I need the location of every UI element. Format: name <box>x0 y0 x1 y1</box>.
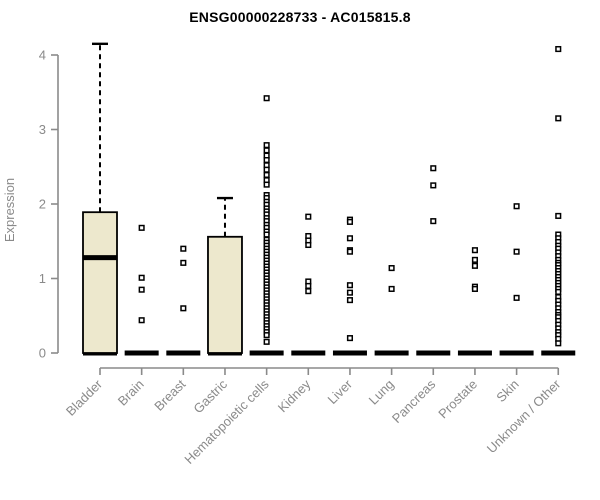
x-tick-label-unknown-other: Unknown / Other <box>484 376 564 456</box>
expression-point-hematopoietic-cells <box>263 338 270 345</box>
expression-point-unknown-other <box>555 115 562 122</box>
expression-point-breast <box>180 245 187 252</box>
expression-point-kidney <box>305 282 312 289</box>
zero-median-bar-skin <box>499 350 534 356</box>
x-tick-label-gastric: Gastric <box>190 376 230 416</box>
y-tick-label: 3 <box>39 122 46 137</box>
box-bladder <box>82 211 118 354</box>
expression-point-skin <box>513 294 520 301</box>
expression-point-prostate <box>471 256 478 263</box>
x-tick-label-brain: Brain <box>115 377 147 409</box>
expression-point-kidney <box>305 213 312 220</box>
expression-point-hematopoietic-cells <box>263 231 270 238</box>
box-gastric <box>207 235 243 354</box>
x-tick-label-liver: Liver <box>325 376 356 407</box>
expression-point-brain <box>138 224 145 231</box>
zero-median-bar-liver <box>332 350 367 356</box>
expression-point-unknown-other <box>555 288 562 295</box>
x-tick-label-skin: Skin <box>493 377 521 405</box>
expression-point-liver <box>346 335 354 342</box>
expression-point-kidney <box>305 241 312 249</box>
x-tick-label-kidney: Kidney <box>275 376 314 415</box>
expression-point-hematopoietic-cells <box>263 147 270 154</box>
expression-point-hematopoietic-cells <box>263 156 270 164</box>
expression-point-brain <box>138 286 145 293</box>
expression-point-liver <box>346 297 354 304</box>
zero-median-bar-lung <box>374 350 409 356</box>
expression-point-brain <box>138 317 145 324</box>
expression-point-hematopoietic-cells <box>263 181 270 188</box>
expression-point-lung <box>388 285 395 292</box>
zero-median-bar-prostate <box>457 350 492 356</box>
expression-point-pancreas <box>430 165 437 172</box>
expression-point-hematopoietic-cells <box>263 142 270 149</box>
zero-median-bar-hematopoietic-cells <box>249 350 284 356</box>
y-axis-title: Expression <box>2 178 17 242</box>
expression-point-liver <box>346 235 354 242</box>
expression-point-hematopoietic-cells <box>263 166 270 173</box>
zero-median-bar-kidney <box>291 350 326 356</box>
zero-median-bar-unknown-other <box>541 350 576 356</box>
expression-point-liver <box>346 248 354 255</box>
expression-point-prostate <box>471 262 478 269</box>
zero-median-bar-breast <box>166 350 201 356</box>
zero-median-bar-pancreas <box>416 350 451 356</box>
expression-point-breast <box>180 305 187 312</box>
x-tick-label-breast: Breast <box>151 376 188 413</box>
expression-point-liver <box>346 282 354 289</box>
median-line-bladder <box>83 255 117 261</box>
expression-point-kidney <box>305 288 312 295</box>
y-tick-label: 0 <box>39 346 46 361</box>
x-tick-label-bladder: Bladder <box>63 376 106 419</box>
expression-point-pancreas <box>430 218 437 225</box>
expression-point-hematopoietic-cells <box>263 171 270 178</box>
expression-point-skin <box>513 248 520 255</box>
expression-point-unknown-other <box>555 212 562 219</box>
expression-point-liver <box>346 289 354 296</box>
x-tick-label-pancreas: Pancreas <box>389 376 439 426</box>
chart-title: ENSG00000228733 - AC015815.8 <box>189 9 411 25</box>
expression-point-lung <box>388 265 395 272</box>
expression-point-pancreas <box>430 182 437 189</box>
expression-point-hematopoietic-cells <box>263 95 270 102</box>
expression-point-liver <box>346 218 354 225</box>
y-tick-label: 2 <box>39 197 46 212</box>
expression-point-hematopoietic-cells <box>263 332 270 339</box>
expression-point-unknown-other <box>555 45 562 53</box>
expression-point-unknown-other <box>555 340 562 347</box>
expression-point-breast <box>180 259 187 266</box>
expression-point-prostate <box>471 285 478 292</box>
zero-median-bar-brain <box>124 350 159 356</box>
expression-point-brain <box>138 274 145 281</box>
y-tick-label: 1 <box>39 271 46 286</box>
expression-point-prostate <box>471 247 478 254</box>
x-tick-label-lung: Lung <box>366 377 397 408</box>
x-tick-label-prostate: Prostate <box>435 377 480 422</box>
y-tick-label: 4 <box>39 48 46 63</box>
expression-point-skin <box>513 203 520 210</box>
